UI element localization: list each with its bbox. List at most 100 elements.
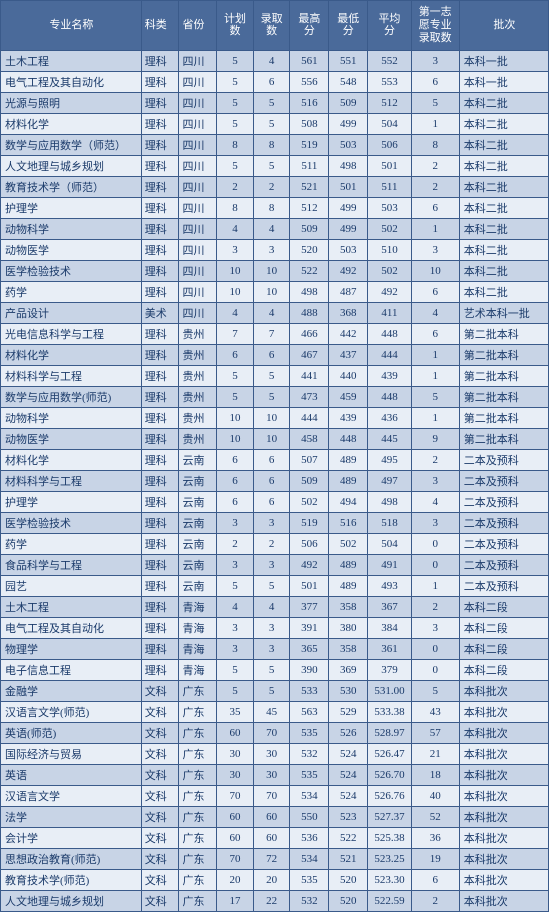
- cell-type: 文科: [141, 765, 179, 786]
- cell-type: 理科: [141, 471, 179, 492]
- cell-min: 358: [329, 597, 368, 618]
- cell-max: 444: [290, 408, 329, 429]
- cell-enr: 6: [253, 72, 290, 93]
- cell-plan: 3: [217, 618, 254, 639]
- table-row: 汉语言文学文科广东7070534524526.7640本科批次: [1, 786, 549, 807]
- cell-prov: 四川: [179, 261, 217, 282]
- cell-min: 524: [329, 744, 368, 765]
- cell-max: 533: [290, 681, 329, 702]
- cell-prov: 云南: [179, 576, 217, 597]
- cell-prov: 云南: [179, 492, 217, 513]
- cell-enr: 6: [253, 492, 290, 513]
- cell-prov: 广东: [179, 870, 217, 891]
- cell-batch: 本科二批: [459, 177, 548, 198]
- cell-max: 516: [290, 93, 329, 114]
- table-row: 材料科学与工程理科云南665094894973二本及预科: [1, 471, 549, 492]
- cell-type: 理科: [141, 345, 179, 366]
- cell-avg: 523.25: [368, 849, 411, 870]
- cell-first: 3: [411, 513, 459, 534]
- cell-plan: 3: [217, 555, 254, 576]
- cell-min: 530: [329, 681, 368, 702]
- cell-first: 1: [411, 576, 459, 597]
- cell-type: 理科: [141, 282, 179, 303]
- cell-prov: 广东: [179, 891, 217, 912]
- cell-prov: 广东: [179, 807, 217, 828]
- cell-prov: 云南: [179, 534, 217, 555]
- cell-prov: 四川: [179, 303, 217, 324]
- cell-avg: 445: [368, 429, 411, 450]
- cell-plan: 7: [217, 324, 254, 345]
- cell-max: 532: [290, 744, 329, 765]
- cell-min: 498: [329, 156, 368, 177]
- cell-type: 理科: [141, 240, 179, 261]
- cell-batch: 第二批本科: [459, 345, 548, 366]
- cell-min: 358: [329, 639, 368, 660]
- cell-avg: 533.38: [368, 702, 411, 723]
- table-row: 护理学理科四川885124995036本科二批: [1, 198, 549, 219]
- cell-first: 3: [411, 240, 459, 261]
- col-header-enr: 录取数: [253, 1, 290, 51]
- cell-prov: 广东: [179, 828, 217, 849]
- cell-batch: 第二批本科: [459, 387, 548, 408]
- cell-name: 光电信息科学与工程: [1, 324, 142, 345]
- cell-name: 医学检验技术: [1, 261, 142, 282]
- cell-type: 理科: [141, 198, 179, 219]
- cell-name: 材料科学与工程: [1, 366, 142, 387]
- cell-avg: 526.47: [368, 744, 411, 765]
- cell-plan: 8: [217, 135, 254, 156]
- cell-max: 511: [290, 156, 329, 177]
- cell-first: 2: [411, 891, 459, 912]
- cell-first: 4: [411, 303, 459, 324]
- cell-prov: 四川: [179, 93, 217, 114]
- cell-max: 509: [290, 471, 329, 492]
- cell-batch: 本科批次: [459, 849, 548, 870]
- cell-first: 8: [411, 135, 459, 156]
- cell-type: 文科: [141, 786, 179, 807]
- cell-batch: 本科二批: [459, 135, 548, 156]
- cell-min: 523: [329, 807, 368, 828]
- cell-type: 理科: [141, 429, 179, 450]
- cell-type: 理科: [141, 51, 179, 72]
- cell-name: 电气工程及其自动化: [1, 72, 142, 93]
- cell-max: 506: [290, 534, 329, 555]
- cell-max: 501: [290, 576, 329, 597]
- cell-batch: 本科批次: [459, 765, 548, 786]
- cell-name: 护理学: [1, 198, 142, 219]
- cell-prov: 广东: [179, 765, 217, 786]
- cell-enr: 45: [253, 702, 290, 723]
- cell-prov: 青海: [179, 597, 217, 618]
- cell-batch: 本科二批: [459, 156, 548, 177]
- cell-name: 动物科学: [1, 219, 142, 240]
- table-row: 数学与应用数学（师范）理科四川885195035068本科二批: [1, 135, 549, 156]
- cell-min: 499: [329, 198, 368, 219]
- cell-type: 理科: [141, 135, 179, 156]
- cell-first: 1: [411, 366, 459, 387]
- cell-max: 492: [290, 555, 329, 576]
- cell-name: 人文地理与城乡规划: [1, 156, 142, 177]
- cell-prov: 青海: [179, 618, 217, 639]
- cell-avg: 531.00: [368, 681, 411, 702]
- cell-enr: 6: [253, 345, 290, 366]
- table-row: 教育技术学（师范）理科四川225215015112本科二批: [1, 177, 549, 198]
- cell-avg: 518: [368, 513, 411, 534]
- cell-batch: 第二批本科: [459, 324, 548, 345]
- cell-type: 文科: [141, 849, 179, 870]
- cell-first: 36: [411, 828, 459, 849]
- cell-min: 509: [329, 93, 368, 114]
- cell-avg: 502: [368, 261, 411, 282]
- cell-avg: 367: [368, 597, 411, 618]
- cell-avg: 436: [368, 408, 411, 429]
- cell-first: 6: [411, 870, 459, 891]
- cell-name: 教育技术学(师范): [1, 870, 142, 891]
- cell-prov: 四川: [179, 156, 217, 177]
- cell-batch: 二本及预科: [459, 471, 548, 492]
- cell-plan: 10: [217, 261, 254, 282]
- cell-first: 3: [411, 471, 459, 492]
- cell-min: 503: [329, 240, 368, 261]
- cell-plan: 5: [217, 387, 254, 408]
- table-row: 人文地理与城乡规划理科四川555114985012本科二批: [1, 156, 549, 177]
- table-row: 数学与应用数学(师范)理科贵州554734594485第二批本科: [1, 387, 549, 408]
- cell-max: 441: [290, 366, 329, 387]
- cell-type: 文科: [141, 681, 179, 702]
- cell-prov: 广东: [179, 702, 217, 723]
